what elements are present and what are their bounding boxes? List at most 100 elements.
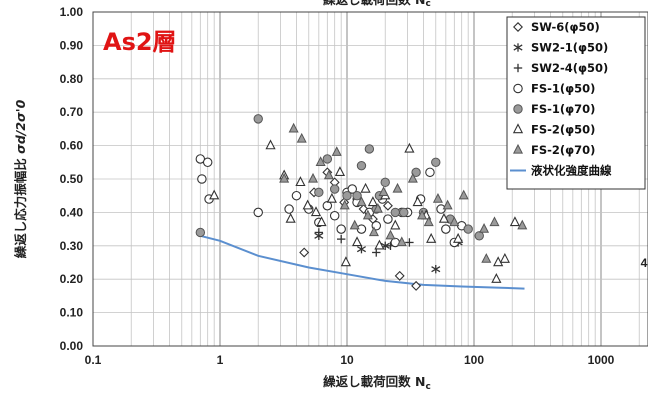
legend-entries: SW-6(φ50) SW2-1(φ50) SW2-4(φ50) FS-1(φ50) FS…: [510, 20, 612, 178]
legend-marker: [513, 83, 523, 94]
data-point: [405, 238, 414, 247]
data-point: [479, 223, 490, 233]
data-point: [382, 200, 393, 211]
data-point: [390, 207, 400, 218]
legend-marker: [513, 43, 523, 52]
legend-label: FS-2(φ50): [531, 123, 595, 137]
x-tick-labels: 0.1 1 10 100 1000: [85, 353, 615, 367]
y-tick-label: 0.80: [60, 72, 84, 86]
data-point: [314, 187, 324, 198]
data-point: [351, 236, 363, 247]
data-point: [493, 256, 504, 267]
data-point: [279, 172, 290, 183]
data-point: [474, 231, 484, 241]
data-point: [302, 199, 313, 210]
x-tick-label: 1000: [588, 353, 615, 367]
data-point: [307, 172, 319, 183]
data-point: [396, 236, 407, 247]
data-point: [378, 186, 389, 197]
data-point: [380, 177, 390, 188]
y-tick-label: 0.00: [60, 339, 84, 353]
data-point: [299, 247, 310, 258]
x-tick-label: 10: [340, 353, 354, 367]
legend-label: FS-1(φ50): [531, 82, 595, 96]
liquefaction-strength-curve: [200, 234, 525, 290]
data-point: [209, 189, 220, 200]
y-tick-label: 0.10: [60, 306, 84, 320]
legend-label: 液状化強度曲線: [531, 164, 612, 178]
data-point: [316, 216, 327, 227]
data-point: [441, 224, 451, 234]
data-point: [356, 196, 367, 207]
data-point: [394, 270, 405, 281]
data-point: [517, 219, 528, 230]
y-axis-title: 繰返し応力振幅比 σd/2σ'0: [13, 99, 28, 258]
data-point: [334, 166, 346, 177]
data-point: [295, 176, 306, 187]
data-point: [340, 256, 351, 267]
legend-label: SW2-1(φ50): [531, 41, 608, 55]
legend-box: [506, 16, 646, 190]
data-point: [432, 192, 443, 203]
data-point: [411, 167, 421, 178]
data-point: [195, 227, 206, 238]
legend-marker: [512, 123, 524, 134]
data-point: [463, 224, 473, 234]
data-point: [336, 234, 346, 244]
data-point: [356, 244, 367, 254]
legend-label: SW2-4(φ50): [531, 61, 608, 75]
data-point: [509, 216, 521, 227]
data-point: [253, 114, 263, 124]
y-tick-labels: 0.00 0.10 0.20 0.30 0.40 0.50 0.60 0.70 0.80 0.90…: [60, 5, 84, 353]
data-point: [399, 207, 409, 218]
data-point: [367, 196, 379, 207]
data-point: [458, 189, 469, 200]
y-tick-label: 0.20: [60, 272, 84, 286]
data-point: [426, 232, 437, 243]
data-point: [417, 209, 428, 220]
data-point: [331, 146, 342, 156]
data-point: [202, 157, 213, 168]
y-tick-label: 0.40: [60, 205, 84, 219]
data-point: [385, 229, 396, 240]
data-point: [197, 174, 207, 184]
data-point: [407, 172, 418, 183]
data-point: [314, 228, 324, 237]
data-point: [284, 204, 294, 214]
data-point: [347, 184, 358, 194]
plot-frame: [92, 11, 648, 347]
legend-marker: [513, 104, 523, 114]
data-point: [352, 191, 362, 201]
data-point: [356, 160, 367, 171]
data-point: [372, 248, 381, 257]
data-point: [453, 232, 464, 243]
panel-label: As2層: [103, 28, 177, 56]
data-points: [195, 114, 528, 291]
legend-marker: [513, 63, 523, 73]
data-point: [265, 139, 276, 150]
data-point: [390, 219, 401, 230]
y-tick-label: 0.70: [60, 105, 84, 119]
data-point: [431, 157, 441, 168]
data-point: [323, 169, 334, 180]
data-point: [438, 212, 450, 223]
data-point: [491, 272, 502, 283]
data-point: [423, 216, 434, 227]
liquefaction-curve: [200, 234, 525, 290]
data-point: [296, 132, 307, 143]
data-point: [411, 280, 422, 291]
data-point: [315, 156, 326, 166]
data-point: [291, 190, 302, 201]
data-point: [285, 212, 296, 223]
data-point: [329, 210, 340, 221]
data-point: [288, 122, 299, 133]
data-point: [431, 264, 441, 274]
y-tick-label: 0.90: [60, 38, 84, 52]
legend-label: FS-1(φ70): [531, 102, 595, 116]
legend: SW-6(φ50) SW2-1(φ50) SW2-4(φ50) FS-1(φ50) FS…: [506, 16, 646, 190]
data-point: [383, 214, 393, 224]
x-tick-label: 1: [217, 353, 224, 367]
edge-annotation: 4: [641, 256, 648, 270]
data-point: [372, 202, 383, 213]
